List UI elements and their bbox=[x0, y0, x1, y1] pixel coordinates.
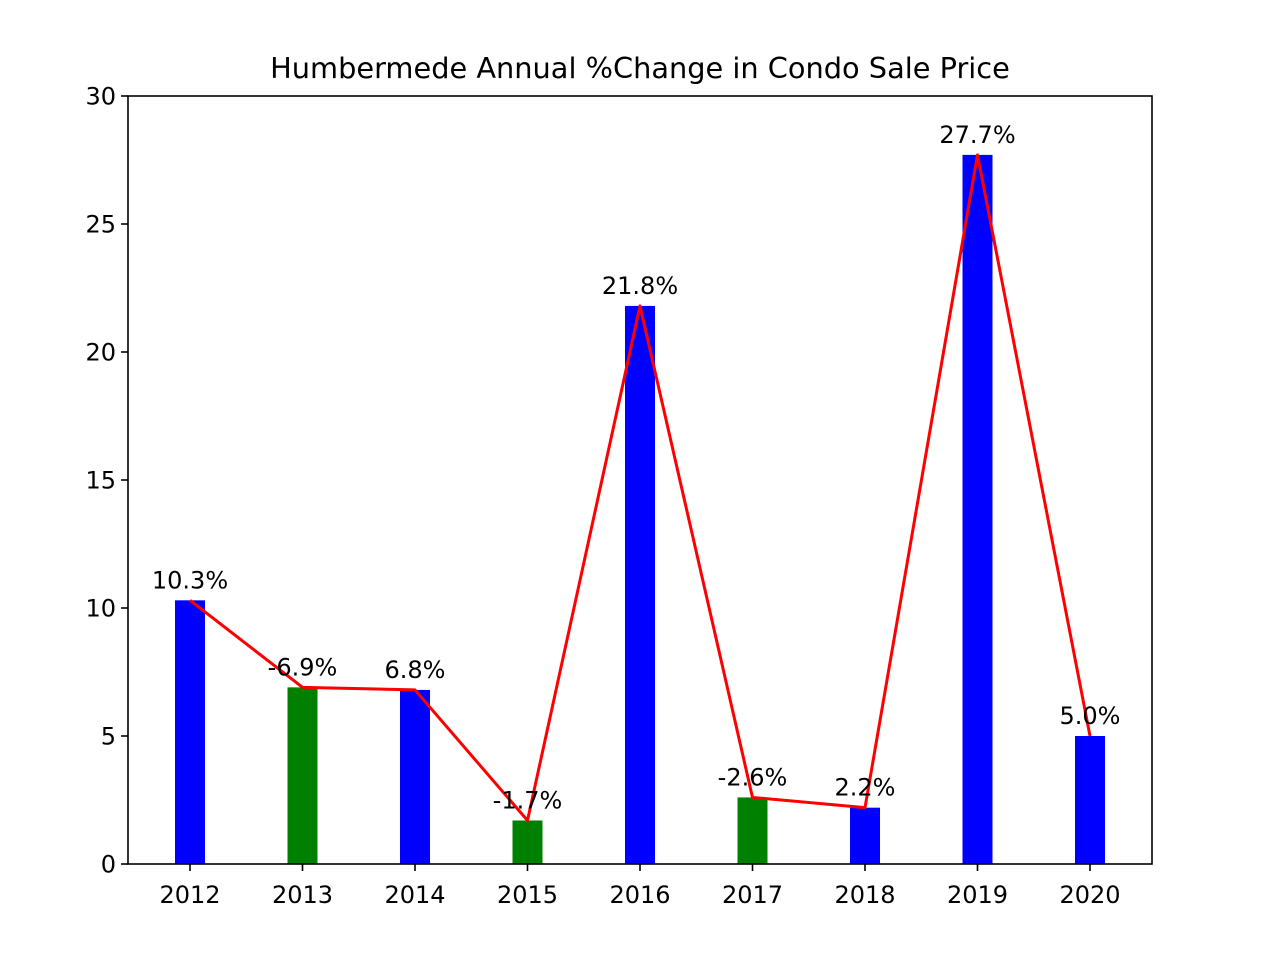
bar-label-2015: -1.7% bbox=[493, 786, 563, 814]
bar-2014 bbox=[400, 689, 430, 864]
bar-label-2019: 27.7% bbox=[939, 121, 1015, 149]
x-tick-label: 2012 bbox=[159, 881, 220, 909]
bar-label-2013: -6.9% bbox=[268, 653, 338, 681]
x-tick-label: 2016 bbox=[609, 881, 670, 909]
bar-2015 bbox=[512, 820, 543, 864]
x-tick-label: 2020 bbox=[1059, 881, 1120, 909]
bar-label-2012: 10.3% bbox=[152, 566, 228, 594]
x-tick-label: 2019 bbox=[947, 881, 1008, 909]
bar-2016 bbox=[625, 305, 655, 864]
bar-label-2020: 5.0% bbox=[1060, 702, 1121, 730]
bar-2012 bbox=[175, 600, 205, 864]
x-tick-label: 2014 bbox=[384, 881, 445, 909]
bar-2020 bbox=[1075, 736, 1105, 864]
x-tick-label: 2018 bbox=[834, 881, 895, 909]
plot-area: 0 5 10 15 20 25 30 2012 2013 2014 2015 2016 2017 2018… bbox=[85, 83, 1153, 909]
bar-label-2016: 21.8% bbox=[602, 272, 678, 300]
chart-title: Humbermede Annual %Change in Condo Sale … bbox=[270, 51, 1010, 85]
x-tick-label: 2013 bbox=[272, 881, 333, 909]
bar-label-2017: -2.6% bbox=[718, 763, 788, 791]
y-tick-label: 20 bbox=[85, 339, 116, 367]
bar-2013 bbox=[287, 687, 318, 864]
y-tick-label: 15 bbox=[85, 467, 116, 495]
bar-2017 bbox=[737, 797, 768, 864]
y-tick-label: 0 bbox=[101, 851, 116, 879]
y-tick-label: 30 bbox=[85, 83, 116, 111]
y-tick-label: 25 bbox=[85, 211, 116, 239]
bar-label-2014: 6.8% bbox=[385, 656, 446, 684]
y-tick-label: 10 bbox=[85, 595, 116, 623]
bar-label-2018: 2.2% bbox=[835, 774, 896, 802]
trend-line bbox=[189, 153, 1092, 822]
x-tick-label: 2015 bbox=[497, 881, 558, 909]
x-tick-label: 2017 bbox=[722, 881, 783, 909]
y-tick-label: 5 bbox=[101, 723, 116, 751]
bar-2018 bbox=[850, 807, 880, 864]
bar-2019 bbox=[962, 154, 993, 864]
